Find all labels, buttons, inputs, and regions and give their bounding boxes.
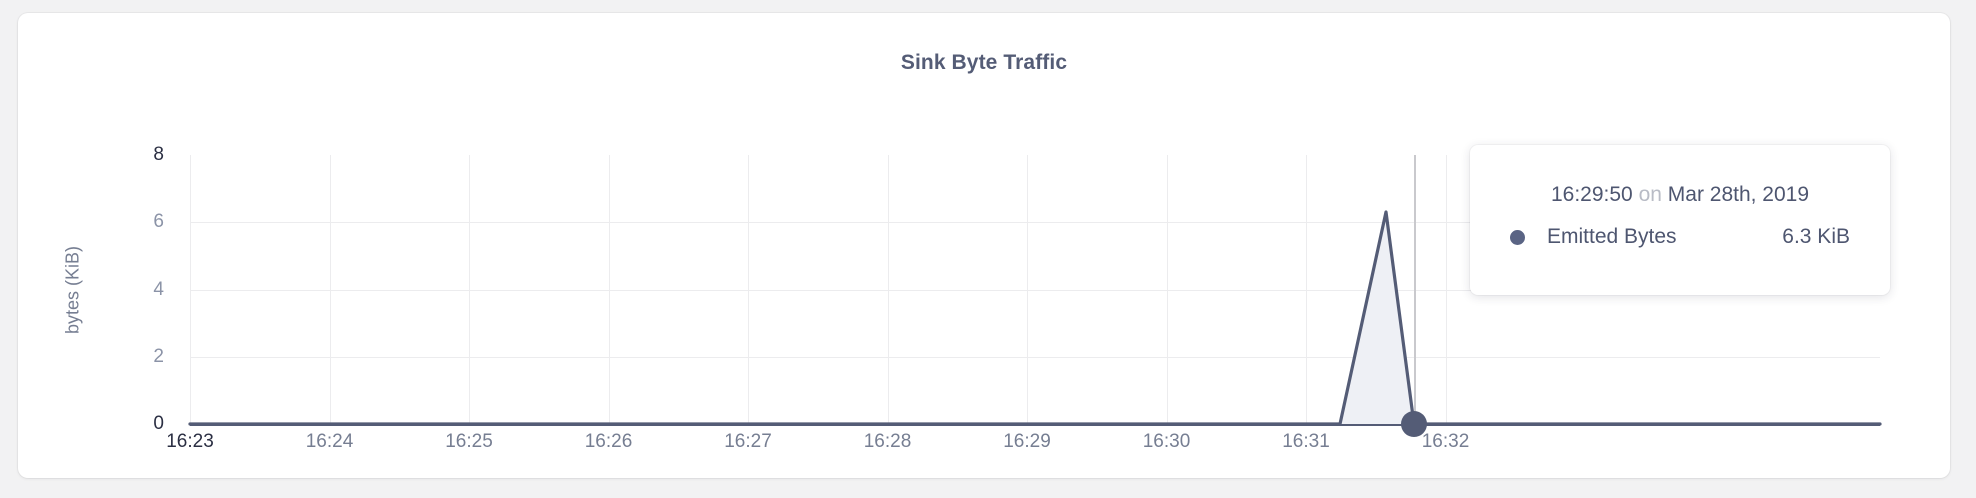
gridline-x-1632 (1445, 155, 1447, 424)
x-tick-1631: 16:31 (1282, 431, 1330, 452)
tooltip-series-row: Emitted Bytes 6.3 KiB (1470, 225, 1890, 249)
y-tick-0: 0 (153, 413, 164, 434)
page-title: Sink Byte Traffic (900, 51, 1068, 74)
gridline-x-1623 (190, 155, 191, 424)
y-axis-ticks: 8 6 4 2 0 (118, 144, 164, 434)
gridline-x-1629 (1027, 155, 1028, 424)
y-axis-title-label: bytes (KiB) (62, 245, 83, 334)
tooltip-header: 16:29:50 on Mar 28th, 2019 (1470, 183, 1890, 207)
x-tick-1626: 16:26 (584, 431, 633, 452)
y-tick-2: 2 (153, 345, 164, 367)
x-tick-1623: 16:23 (166, 431, 214, 452)
x-tick-1628: 16:28 (863, 431, 912, 452)
gridline-x-1627 (748, 155, 749, 424)
x-tick-1629: 16:29 (1003, 431, 1051, 452)
y-tick-4: 4 (153, 278, 164, 300)
gridline-x-1631 (1306, 155, 1307, 424)
x-tick-1625: 16:25 (445, 431, 493, 452)
series-color-dot-icon (1510, 229, 1525, 245)
tooltip-on-word: on (1638, 183, 1662, 206)
gridline-x-1624 (329, 155, 331, 424)
gridline-y-2 (190, 356, 1880, 358)
y-tick-6: 6 (153, 211, 164, 233)
tooltip-date: Mar 28th, 2019 (1667, 183, 1810, 206)
x-axis-baseline (190, 424, 1880, 426)
x-tick-1630: 16:30 (1142, 431, 1191, 452)
crosshair-line (1414, 155, 1416, 424)
tooltip-series-value: 6.3 KiB (1782, 225, 1850, 248)
gridline-y-6 (190, 222, 1880, 224)
gridline-x-1630 (1166, 155, 1168, 424)
gridline-x-1625 (469, 155, 470, 424)
gridline-x-1626 (608, 155, 610, 424)
chart-tooltip: 16:29:50 on Mar 28th, 2019 Emitted Bytes… (1470, 145, 1890, 295)
x-tick-1632: 16:32 (1421, 431, 1470, 452)
gridline-y-4 (190, 289, 1880, 291)
gridline-x-1628 (887, 155, 889, 424)
tooltip-time: 16:29:50 (1550, 183, 1633, 206)
y-tick-8: 8 (153, 144, 164, 165)
chart-card: Sink Byte Traffic bytes (KiB) 8 6 4 2 0 (18, 13, 1950, 478)
x-tick-1624: 16:24 (305, 431, 354, 452)
y-axis-title: bytes (KiB) (58, 155, 88, 424)
plot-area (188, 155, 1882, 437)
tooltip-series-name: Emitted Bytes (1547, 225, 1677, 248)
x-tick-1627: 16:27 (724, 431, 772, 452)
